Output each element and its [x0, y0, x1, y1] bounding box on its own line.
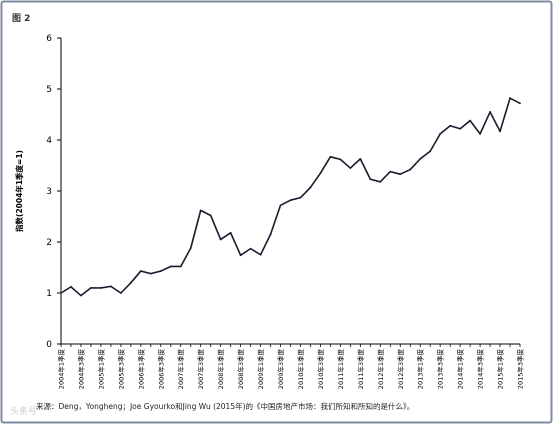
x-tick-label: 2007年1季度 [176, 349, 185, 390]
y-tick-label: 6 [46, 34, 52, 44]
x-tick-label: 2014年1季度 [456, 349, 465, 390]
y-tick-label: 2 [46, 238, 52, 248]
watermark: 头条号 [10, 405, 37, 417]
data-point [499, 130, 501, 133]
data-point [209, 214, 212, 217]
data-point [329, 155, 332, 158]
data-point [169, 265, 172, 268]
y-tick-label: 1 [46, 289, 52, 299]
data-point [449, 124, 452, 127]
x-tick-label: 2006年1季度 [136, 349, 145, 390]
data-point [279, 204, 282, 207]
data-point [90, 287, 92, 289]
source-note: 来源：Deng，Yongheng；Joe Gyourko和Jing Wu (20… [36, 401, 414, 411]
data-point [469, 119, 472, 122]
data-point [369, 178, 372, 181]
data-point [259, 253, 262, 256]
x-tick-label: 2012年1季度 [376, 349, 385, 390]
data-point [149, 272, 152, 275]
x-tick-label: 2015年1季度 [496, 349, 505, 390]
x-tick-label: 2015年3季度 [516, 349, 525, 390]
data-point [189, 247, 192, 250]
data-point [509, 97, 511, 100]
data-point [459, 127, 462, 130]
x-tick-label: 2014年3季度 [476, 349, 485, 390]
x-tick-label: 2013年3季度 [436, 349, 445, 390]
data-point [379, 180, 382, 183]
data-point [70, 285, 72, 288]
series-layer [60, 97, 521, 297]
data-point [319, 172, 322, 175]
x-tick-label: 2011年3季度 [356, 349, 365, 390]
data-point [419, 157, 422, 160]
data-point [299, 196, 302, 199]
x-tick-label: 2004年3季度 [76, 349, 85, 390]
figure-label: 图 2 [12, 13, 30, 24]
x-tick-label: 2013年1季度 [416, 349, 425, 390]
x-tick-label: 2005年1季度 [96, 349, 105, 390]
data-point [269, 233, 272, 236]
data-point [109, 285, 112, 288]
x-tick-label: 2004年1季度 [57, 349, 66, 390]
data-point [80, 294, 82, 297]
data-point [60, 292, 62, 294]
x-tick-label: 2011年1季度 [336, 349, 345, 390]
y-axis-title: 指数(2004年1季度=1) [14, 150, 24, 232]
data-point [429, 150, 432, 153]
data-point [519, 102, 521, 105]
data-point [229, 231, 232, 234]
data-point [199, 209, 202, 212]
x-axis-ticks: 2004年1季度 2004年3季度 2005年1季度 2005年3季度 2006年1季度… [57, 344, 525, 389]
x-tick-label: 2006年3季度 [156, 349, 165, 390]
x-tick-label: 2012年3季度 [396, 349, 405, 390]
x-tick-label: 2008年1季度 [216, 349, 225, 390]
x-tick-label: 2010年3季度 [316, 349, 325, 390]
x-tick-label: 2007年3季度 [196, 349, 205, 390]
data-point [339, 158, 342, 161]
y-tick-label: 4 [46, 136, 52, 146]
y-tick-label: 0 [46, 340, 52, 350]
data-point [249, 247, 252, 250]
data-point [219, 238, 222, 241]
x-tick-label: 2009年3季度 [276, 349, 285, 390]
data-point [389, 170, 392, 173]
x-tick-label: 2005年3季度 [116, 349, 125, 390]
data-point [289, 199, 292, 202]
x-tick-label: 2010年1季度 [296, 349, 305, 390]
data-point [349, 167, 352, 169]
data-point [139, 270, 142, 272]
data-point [359, 157, 362, 160]
data-point [489, 111, 491, 113]
y-tick-label: 3 [46, 187, 52, 197]
data-point [409, 168, 412, 171]
data-point [309, 186, 312, 189]
data-point [479, 132, 481, 135]
y-tick-label: 5 [46, 85, 52, 95]
x-tick-label: 2008年3季度 [236, 349, 245, 390]
x-tick-label: 2009年1季度 [256, 349, 265, 390]
data-point [159, 270, 162, 272]
data-point [399, 173, 402, 176]
data-point [100, 287, 102, 289]
data-point [119, 292, 122, 294]
data-point [179, 265, 182, 268]
data-point [439, 132, 442, 135]
data-point [239, 254, 242, 257]
data-point [129, 281, 132, 284]
